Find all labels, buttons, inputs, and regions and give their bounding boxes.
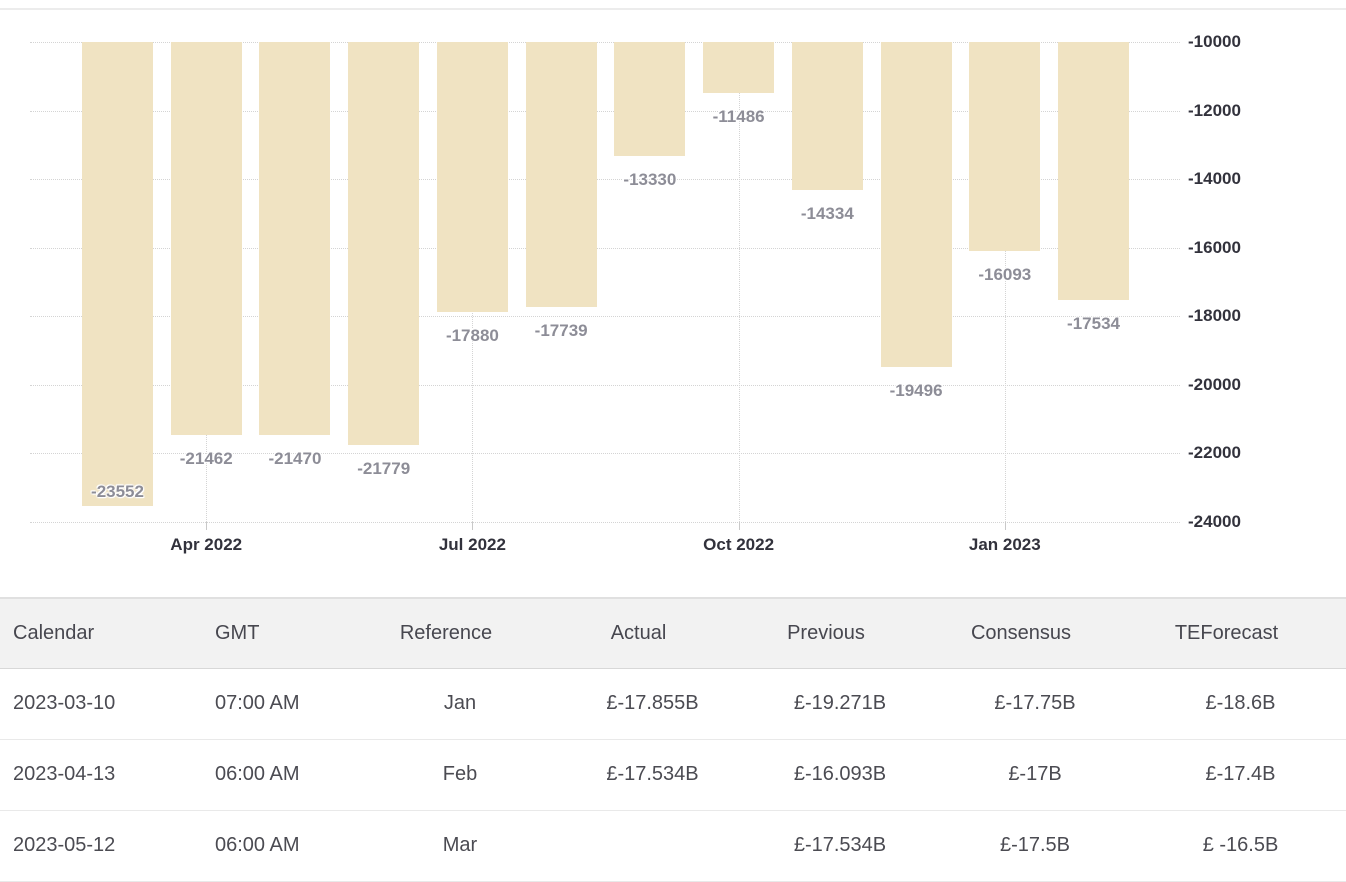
x-axis-label: Apr 2022	[170, 535, 243, 554]
bar-10[interactable]	[880, 42, 952, 368]
teforecast-value: £-18.6B	[1135, 668, 1346, 740]
previous-value: £-17.534B	[745, 810, 935, 882]
bar-5[interactable]	[436, 42, 508, 312]
consensus-value: £-17B	[935, 739, 1135, 811]
bar-7[interactable]	[614, 42, 686, 157]
col-header-reference: Reference	[360, 597, 560, 669]
table-header-row: Calendar GMT Reference Actual Previous C…	[0, 597, 1346, 669]
consensus-value: £-17.75B	[935, 668, 1135, 740]
v-gridline	[1004, 42, 1006, 522]
v-gridline	[738, 42, 740, 522]
col-header-gmt: GMT	[200, 597, 360, 669]
teforecast-value: £ -16.5B	[1135, 810, 1346, 882]
col-header-calendar: Calendar	[0, 597, 200, 669]
h-gridline	[30, 110, 1180, 112]
y-axis-label: -14000	[1188, 169, 1241, 188]
col-header-teforecast: TEForecast	[1135, 597, 1346, 669]
consensus-value: £-17.5B	[935, 810, 1135, 882]
bar-12[interactable]	[1058, 42, 1130, 301]
col-header-previous: Previous	[745, 597, 935, 669]
y-axis-label: -22000	[1188, 443, 1241, 462]
calendar-date: 2023-05-12	[0, 810, 200, 882]
bar-value-label: -21462	[179, 448, 233, 468]
reference-month: Feb	[360, 739, 560, 811]
bar-value-label: -21470	[268, 448, 322, 468]
x-axis-tick	[472, 521, 474, 530]
gmt-time: 06:00 AM	[200, 739, 360, 811]
reference-month: Jan	[360, 668, 560, 740]
bar-value-label: -11486	[712, 106, 765, 126]
actual-value: £-17.855B	[560, 668, 745, 740]
trade-balance-bar-chart: -10000 -12000 -14000 -16000 -18000 -20000 -220…	[30, 32, 1241, 554]
y-axis-label: -16000	[1188, 237, 1241, 257]
bar-11[interactable]	[969, 42, 1041, 251]
bar-value-label: -17534	[1067, 314, 1120, 334]
h-gridline	[30, 247, 1180, 249]
calendar-date: 2023-03-10	[0, 668, 200, 740]
x-axis-tick	[206, 521, 208, 530]
bar-8[interactable]	[703, 42, 775, 93]
gmt-time: 07:00 AM	[200, 668, 360, 740]
bar-6[interactable]	[525, 42, 597, 308]
actual-value	[560, 810, 745, 882]
table-row: 2023-03-10 07:00 AM Jan £-17.855B £-19.271B £…	[0, 668, 1346, 740]
teforecast-value: £-17.4B	[1135, 739, 1346, 811]
h-gridline	[30, 521, 1180, 523]
actual-value: £-17.534B	[560, 739, 745, 811]
bar-value-label: -17739	[534, 321, 588, 341]
bar-3[interactable]	[259, 42, 331, 435]
h-gridline	[30, 384, 1180, 386]
calendar-date: 2023-04-13	[0, 739, 200, 811]
y-axis-label: -12000	[1188, 100, 1241, 120]
bar-value-label: -19496	[889, 381, 943, 401]
bar-value-label: -14334	[800, 204, 854, 224]
gmt-time: 06:00 AM	[200, 810, 360, 882]
bar-value-label: -17880	[445, 325, 499, 345]
x-axis-tick	[1004, 521, 1006, 530]
h-gridline	[30, 453, 1180, 454]
bar-2[interactable]	[170, 42, 242, 435]
x-axis-label: Jan 2023	[968, 535, 1041, 554]
col-header-actual: Actual	[560, 597, 745, 669]
bar-value-label: -16093	[978, 264, 1032, 284]
y-axis-label: -24000	[1188, 511, 1241, 531]
y-axis-label: -20000	[1188, 374, 1241, 394]
previous-value: £-16.093B	[745, 739, 935, 811]
bar-value-label: -13330	[623, 170, 677, 190]
bar-value-label: -23552	[91, 481, 144, 501]
bar-1[interactable]	[82, 42, 153, 507]
col-header-consensus: Consensus	[935, 597, 1135, 669]
x-axis-tick	[738, 521, 740, 530]
top-divider	[0, 8, 1346, 10]
bar-value-label: -21779	[357, 459, 411, 479]
y-axis-label: -18000	[1188, 306, 1241, 325]
table-row: 2023-05-12 06:00 AM Mar £-17.534B £-17.5B £ -…	[0, 810, 1346, 882]
x-axis-label: Oct 2022	[703, 535, 775, 554]
h-gridline	[30, 179, 1180, 180]
table-row: 2023-04-13 06:00 AM Feb £-17.534B £-16.093B £…	[0, 739, 1346, 811]
h-gridline	[30, 316, 1180, 317]
reference-month: Mar	[360, 810, 560, 882]
y-axis-label: -10000	[1188, 32, 1241, 51]
h-gridline	[30, 42, 1180, 43]
x-axis-label: Jul 2022	[438, 535, 506, 554]
previous-value: £-19.271B	[745, 668, 935, 740]
bar-4[interactable]	[348, 42, 420, 446]
calendar-table: Calendar GMT Reference Actual Previous C…	[0, 597, 1346, 882]
bar-9[interactable]	[791, 42, 863, 191]
